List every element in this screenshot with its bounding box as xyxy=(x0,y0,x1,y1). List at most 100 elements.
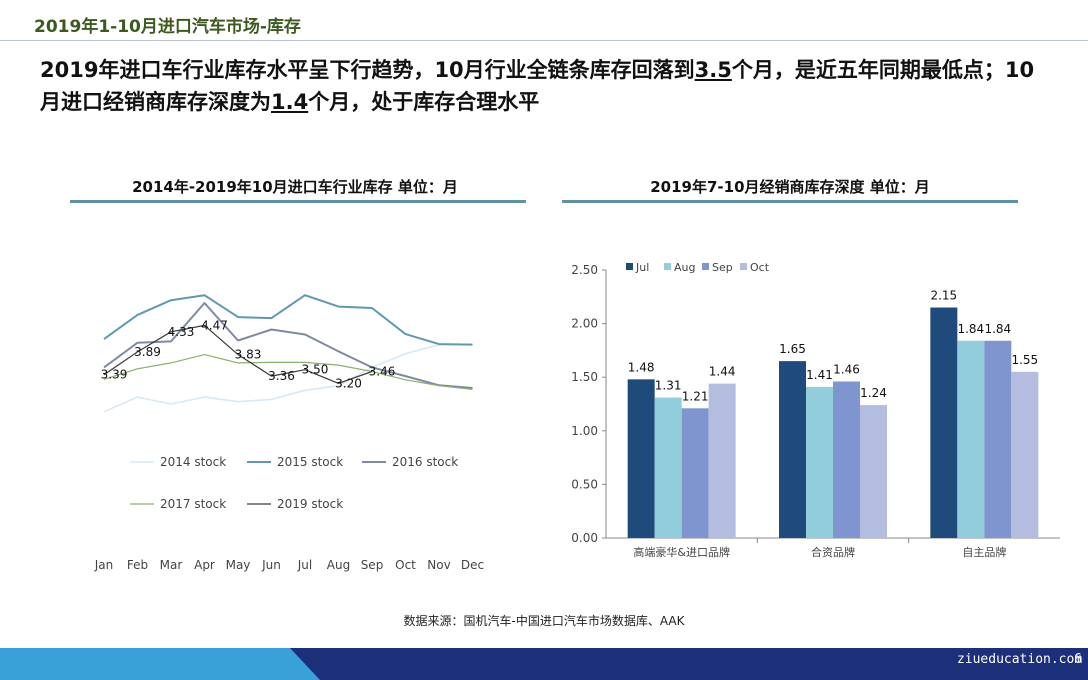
bar-value-label: 2.15 xyxy=(930,289,957,303)
series-line-2017-stock xyxy=(103,354,473,390)
x-tick-label: Mar xyxy=(160,558,183,572)
legend-item: Aug xyxy=(664,261,695,274)
bar-value-label: 1.84 xyxy=(957,322,984,336)
left-panel-divider xyxy=(70,200,526,203)
x-tick-label: Jan xyxy=(94,558,114,572)
legend-item: 2019 stock xyxy=(247,497,343,511)
x-tick-label: Jul xyxy=(297,558,312,572)
x-tick-label: May xyxy=(226,558,251,572)
bar-jul xyxy=(627,379,655,538)
x-category-label: 自主品牌 xyxy=(962,545,1006,559)
legend-label: 2017 stock xyxy=(160,497,226,511)
legend-item: 2014 stock xyxy=(130,455,226,469)
bar-value-label: 1.21 xyxy=(682,389,709,403)
bar-aug xyxy=(654,397,682,538)
legend-swatch xyxy=(664,263,671,270)
bar-jul xyxy=(779,361,806,538)
data-label: 3.36 xyxy=(268,369,295,383)
legend-swatch xyxy=(626,263,633,270)
data-label: 3.50 xyxy=(302,363,329,377)
series-line-2014-stock xyxy=(103,343,473,413)
series-line-2015-stock xyxy=(103,294,473,346)
bar-value-label: 1.48 xyxy=(628,360,655,374)
y-tick-label: 2.00 xyxy=(571,317,598,331)
legend-label: 2016 stock xyxy=(392,455,458,469)
legend-item: 2015 stock xyxy=(247,455,343,469)
x-category-label: 合资品牌 xyxy=(811,545,855,559)
bar-value-label: 1.44 xyxy=(709,365,736,379)
x-tick-label: Apr xyxy=(194,558,215,572)
bar-value-label: 1.41 xyxy=(806,368,833,382)
bar-value-label: 1.84 xyxy=(984,322,1011,336)
x-tick-label: Sep xyxy=(361,558,384,572)
footer-bar xyxy=(0,648,1088,680)
bar-value-label: 1.31 xyxy=(655,379,682,393)
legend-swatch xyxy=(702,263,709,270)
x-tick-label: Aug xyxy=(327,558,350,572)
data-label: 3.83 xyxy=(235,348,262,362)
bar-value-label: 1.65 xyxy=(779,342,806,356)
y-tick-label: 1.00 xyxy=(571,424,598,438)
legend-label: Jul xyxy=(635,261,649,274)
slide-title-prefix: 2019年1-10月进口汽车市场- xyxy=(34,17,267,37)
legend-label: 2019 stock xyxy=(277,497,343,511)
x-category-label: 高端豪华&进口品牌 xyxy=(633,545,730,559)
x-tick-label: Jun xyxy=(261,558,281,572)
y-tick-label: 0.00 xyxy=(571,531,598,545)
page-number: 6 xyxy=(1074,652,1082,667)
series-line-2016-stock xyxy=(103,302,473,389)
data-label: 3.39 xyxy=(101,368,128,382)
legend-label: Oct xyxy=(750,261,770,274)
x-tick-label: Oct xyxy=(395,558,416,572)
headline: 2019年进口车行业库存水平呈下行趋势，10月行业全链条库存回落到3.5个月，是… xyxy=(40,54,1050,118)
legend-label: Aug xyxy=(674,261,695,274)
bar-jul xyxy=(930,307,958,538)
bar-value-label: 1.55 xyxy=(1011,353,1038,367)
right-panel-divider xyxy=(562,200,1018,203)
slide-title: 2019年1-10月进口汽车市场-库存 xyxy=(34,12,301,37)
bar-oct xyxy=(860,405,887,538)
legend-label: 2014 stock xyxy=(160,455,226,469)
headline-value-1: 3.5 xyxy=(694,58,732,82)
headline-part-3: 个月，处于库存合理水平 xyxy=(308,90,540,114)
slide-title-accent: 库存 xyxy=(266,17,301,37)
bar-value-label: 1.24 xyxy=(860,386,887,400)
x-tick-label: Feb xyxy=(127,558,148,572)
bar-sep xyxy=(984,340,1012,538)
legend-item: Jul xyxy=(626,261,649,274)
headline-value-2: 1.4 xyxy=(271,90,309,114)
bar-sep xyxy=(681,408,709,538)
legend-swatch xyxy=(740,263,747,270)
bar-sep xyxy=(833,381,860,538)
legend-item: 2017 stock xyxy=(130,497,226,511)
data-label: 3.46 xyxy=(369,365,396,379)
data-label: 3.20 xyxy=(335,376,362,390)
left-panel-title: 2014年-2019年10月进口车行业库存 单位：月 xyxy=(132,178,458,196)
title-divider xyxy=(0,40,1088,41)
legend-item: 2016 stock xyxy=(362,455,458,469)
data-label: 3.89 xyxy=(134,345,161,359)
footer-website: ziueducation.com6 xyxy=(957,652,1082,667)
bar-aug xyxy=(806,386,833,538)
y-tick-label: 1.50 xyxy=(571,370,598,384)
series-line-2019-stock xyxy=(103,324,373,384)
x-tick-label: Dec xyxy=(461,558,484,572)
bar-oct xyxy=(708,383,736,538)
y-tick-label: 2.50 xyxy=(571,263,598,277)
data-label: 4.47 xyxy=(201,318,228,332)
bar-aug xyxy=(957,340,985,538)
legend-item: Sep xyxy=(702,261,733,274)
data-label: 4.33 xyxy=(168,325,195,339)
legend-label: 2015 stock xyxy=(277,455,343,469)
legend-item: Oct xyxy=(740,261,770,274)
data-source: 数据来源：国机汽车-中国进口汽车市场数据库、AAK xyxy=(403,614,685,628)
x-tick-label: Nov xyxy=(427,558,450,572)
website-text: ziueducation.com xyxy=(956,652,1083,667)
y-tick-label: 0.50 xyxy=(571,477,598,491)
headline-part-2: 个月，是近五年同期最低点；10月进口经销商库存深度为 xyxy=(40,58,1035,114)
headline-part-1: 2019年进口车行业库存水平呈下行趋势，10月行业全链条库存回落到 xyxy=(40,58,695,82)
legend-label: Sep xyxy=(712,261,733,274)
right-panel-title: 2019年7-10月经销商库存深度 单位：月 xyxy=(650,178,930,196)
